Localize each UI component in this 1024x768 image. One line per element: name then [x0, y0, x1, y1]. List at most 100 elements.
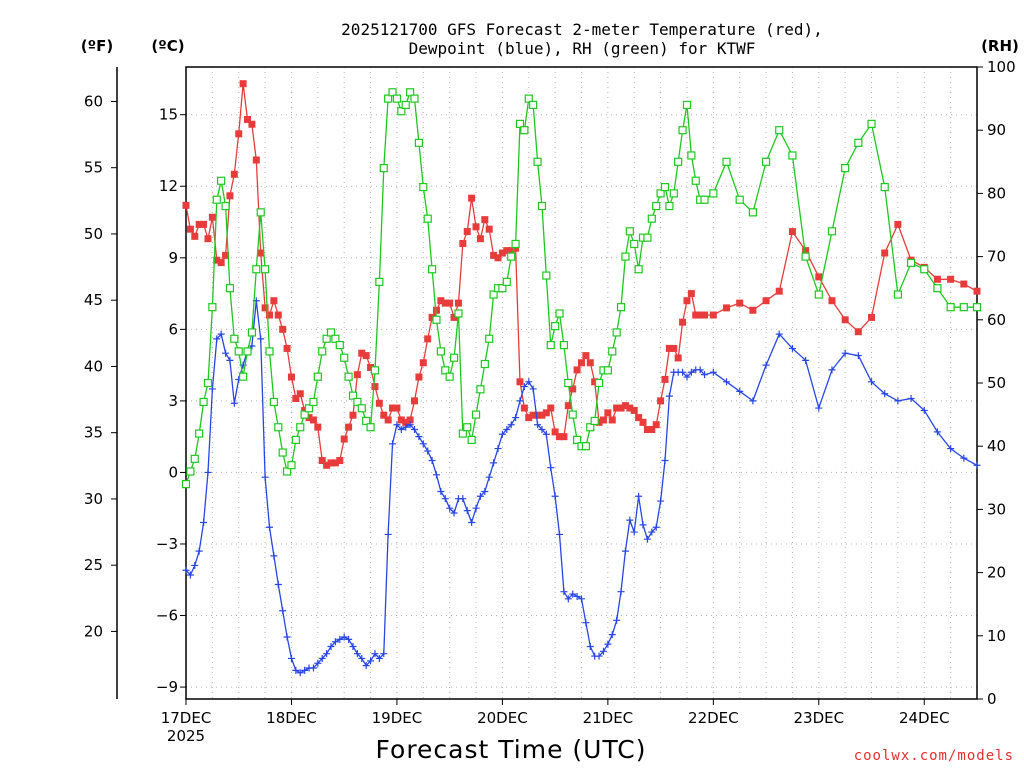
dewpoint-point [287, 654, 295, 662]
dewpoint-point [947, 445, 955, 453]
temperature-point [305, 414, 313, 422]
rh-point [366, 423, 375, 432]
x-tick-sublabel: 2025 [167, 727, 205, 745]
dewpoint-point [345, 635, 353, 643]
temperature-point [441, 299, 449, 307]
dewpoint-point [353, 650, 361, 658]
dewpoint-point [261, 473, 269, 481]
rh-point [217, 176, 226, 185]
temperature-point [630, 406, 638, 414]
temperature-point [608, 416, 616, 424]
dewpoint-point [301, 666, 309, 674]
fahrenheit-tick-label: 55 [84, 159, 103, 177]
x-tick-label: 23DEC [794, 709, 845, 727]
temperature-point [529, 411, 537, 419]
rh-point [748, 208, 757, 217]
rh-point [564, 378, 573, 388]
rh-point [318, 347, 327, 356]
rh-tick-label: 40 [987, 437, 1006, 455]
temperature-point [868, 313, 876, 321]
rh-point [375, 277, 384, 286]
rh-tick-label: 70 [987, 248, 1006, 266]
rh-point [348, 391, 358, 400]
dewpoint-point [683, 373, 691, 381]
x-axis-title: Forecast Time (UTC) [376, 735, 647, 764]
rh-point [621, 252, 630, 261]
rh-point [630, 239, 639, 249]
rh-point [625, 227, 634, 236]
rh-tick-label: 50 [987, 374, 1006, 392]
dewpoint-point [446, 504, 454, 512]
temperature-point [204, 235, 212, 243]
rh-point [573, 435, 582, 444]
dewpoint-point [279, 607, 287, 615]
temperature-point [854, 328, 862, 336]
rh-point [296, 423, 305, 432]
rh-point [590, 416, 599, 426]
dewpoint-point [380, 650, 388, 658]
dewpoint-point [507, 421, 515, 429]
rh-point [234, 347, 243, 356]
temperature-point [661, 375, 669, 383]
dewpoint-point [630, 528, 638, 536]
temperature-point [437, 297, 445, 305]
dewpoint-point [472, 504, 480, 512]
dewpoint-point [604, 640, 612, 648]
rh-point [410, 94, 419, 103]
temperature-point [648, 426, 656, 434]
rh-point [946, 303, 955, 312]
temperature-point [679, 318, 687, 326]
temperature-point [894, 220, 902, 228]
dewpoint-point [736, 387, 744, 395]
series-line [185, 83, 978, 467]
dewpoint-point [340, 633, 348, 641]
temperature-point [217, 259, 225, 267]
rh-point [880, 182, 889, 192]
rh-point [854, 138, 863, 147]
rh-point [414, 138, 424, 147]
rh-point [370, 366, 380, 375]
temperature-point [933, 275, 941, 283]
rh-point [972, 303, 982, 312]
rh-point [335, 340, 344, 350]
dewpoint-point [723, 378, 731, 386]
series-dewpoint [182, 297, 981, 677]
dewpoint-point [213, 335, 221, 343]
temperature-point [367, 363, 375, 371]
temperature-point [279, 325, 287, 333]
dewpoint-point [503, 426, 511, 434]
rh-point [933, 284, 942, 293]
x-tick-label: 22DEC [688, 709, 739, 727]
dewpoint-point [907, 395, 915, 403]
temperature-point [534, 411, 542, 419]
dewpoint-point [665, 392, 673, 400]
temperature-point [749, 306, 757, 314]
temperature-point [775, 287, 783, 295]
rh-point [546, 340, 555, 350]
dewpoint-point [608, 631, 616, 639]
rh-point [203, 378, 213, 388]
dewpoint-point [384, 530, 392, 538]
dewpoint-point [441, 495, 449, 503]
dewpoint-point [578, 595, 585, 603]
dewpoint-point [411, 426, 419, 434]
dewpoint-point [802, 356, 810, 364]
dewpoint-point [709, 368, 717, 376]
dewpoint-point [327, 643, 335, 651]
temperature-point [701, 311, 709, 319]
dewpoint-point [687, 368, 695, 376]
temperature-point [723, 304, 731, 312]
rh-unit-label: (RH) [981, 37, 1019, 55]
temperature-point [428, 313, 436, 321]
rh-point [326, 328, 336, 337]
temperature-point [652, 421, 660, 429]
rh-point [959, 303, 968, 312]
temperature-point [287, 373, 295, 381]
temperature-point [635, 414, 643, 422]
temperature-point [573, 366, 581, 374]
rh-point [652, 201, 661, 211]
rh-point [445, 372, 454, 381]
rh-point [313, 372, 322, 381]
temperature-point [195, 220, 203, 228]
dewpoint-point [815, 404, 823, 412]
